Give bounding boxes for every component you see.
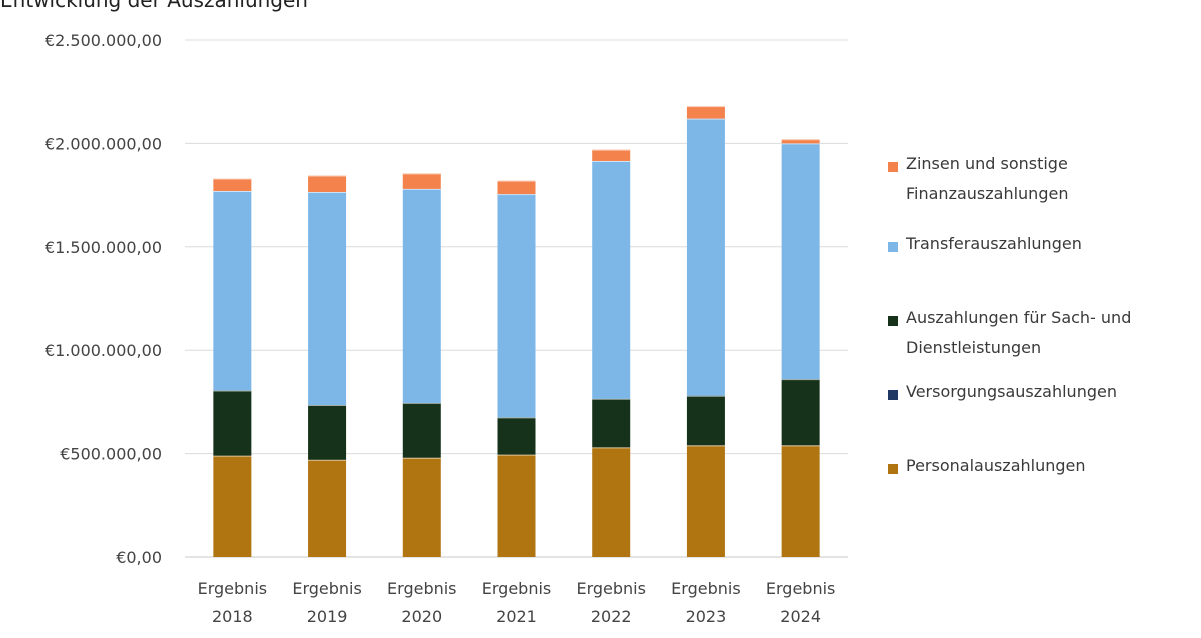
bar-segment [213, 455, 252, 557]
x-tick-label: 2022 [591, 607, 632, 626]
x-tick-label: 2021 [496, 607, 537, 626]
y-tick-label: €1.000.000,00 [45, 341, 162, 360]
bar-segment [497, 417, 536, 455]
bar-segment [308, 191, 347, 406]
bar-segment [686, 106, 725, 119]
bar-segment [781, 379, 820, 446]
bar-segment [213, 178, 252, 191]
legend-item-versorgung: Versorgungsauszahlungen [888, 382, 1198, 407]
bar-segment [402, 188, 441, 403]
y-tick-label: €2.500.000,00 [45, 31, 162, 50]
bar-segment [686, 445, 725, 557]
y-tick-label: €0,00 [116, 548, 162, 567]
x-tick-label: Ergebnis [292, 579, 361, 598]
legend-swatch-sach-dienst [888, 316, 898, 326]
legend-swatch-personal [888, 464, 898, 474]
bar-segment [592, 398, 631, 448]
legend-label-versorgung: Versorgungsauszahlungen [906, 382, 1117, 401]
legend-label-transfer: Transferauszahlungen [906, 234, 1082, 253]
legend-label-sach-dienst: Auszahlungen für Sach- und Dienstleistun… [906, 308, 1132, 357]
bar-segment [213, 390, 252, 456]
legend-item-transfer: Transferauszahlungen [888, 234, 1198, 259]
bar-segment [497, 180, 536, 195]
y-tick-label: €1.500.000,00 [45, 238, 162, 257]
bar-segment [781, 139, 820, 144]
x-tick-label: Ergebnis [766, 579, 835, 598]
bar-segment [781, 445, 820, 557]
chart-title: Entwicklung der Auszahlungen [0, 0, 308, 12]
x-tick-label: 2020 [401, 607, 442, 626]
bar-segment [497, 454, 536, 557]
y-tick-label: €2.000.000,00 [45, 134, 162, 153]
chart-legend: Zinsen und sonstige Finanzauszahlungen T… [888, 0, 1198, 638]
bar-segment [686, 118, 725, 396]
bar-segment [497, 194, 536, 418]
x-tick-label: 2019 [307, 607, 348, 626]
legend-item-personal: Personalauszahlungen [888, 456, 1198, 481]
bar-segment [592, 160, 631, 399]
x-tick-label: Ergebnis [671, 579, 740, 598]
bar-segment [592, 149, 631, 161]
bar-segment [308, 175, 347, 192]
bar-segment [686, 395, 725, 446]
bar-segment [308, 459, 347, 557]
x-tick-label: 2024 [780, 607, 821, 626]
bar-segment [402, 402, 441, 458]
legend-item-zinsen: Zinsen und sonstige Finanzauszahlungen [888, 154, 1198, 209]
legend-item-sach-dienst: Auszahlungen für Sach- und Dienstleistun… [888, 308, 1198, 363]
x-tick-label: 2023 [686, 607, 727, 626]
legend-swatch-versorgung [888, 390, 898, 400]
legend-label-zinsen: Zinsen und sonstige Finanzauszahlungen [906, 154, 1069, 203]
bar-segment [213, 190, 252, 391]
x-tick-label: 2018 [212, 607, 253, 626]
y-tick-label: €500.000,00 [60, 445, 162, 464]
bar-segment [402, 457, 441, 557]
bar-segment [592, 447, 631, 557]
legend-swatch-transfer [888, 242, 898, 252]
bar-segment [402, 173, 441, 189]
bar-segment [781, 143, 820, 380]
x-tick-label: Ergebnis [576, 579, 645, 598]
stacked-bar-chart: €0,00 €500.000,00 €1.000.000,00 €1.500.000,… [45, 31, 848, 626]
legend-label-personal: Personalauszahlungen [906, 456, 1086, 475]
bar-segment [308, 405, 347, 460]
legend-swatch-zinsen [888, 162, 898, 172]
x-tick-label: Ergebnis [482, 579, 551, 598]
x-tick-label: Ergebnis [198, 579, 267, 598]
x-tick-label: Ergebnis [387, 579, 456, 598]
